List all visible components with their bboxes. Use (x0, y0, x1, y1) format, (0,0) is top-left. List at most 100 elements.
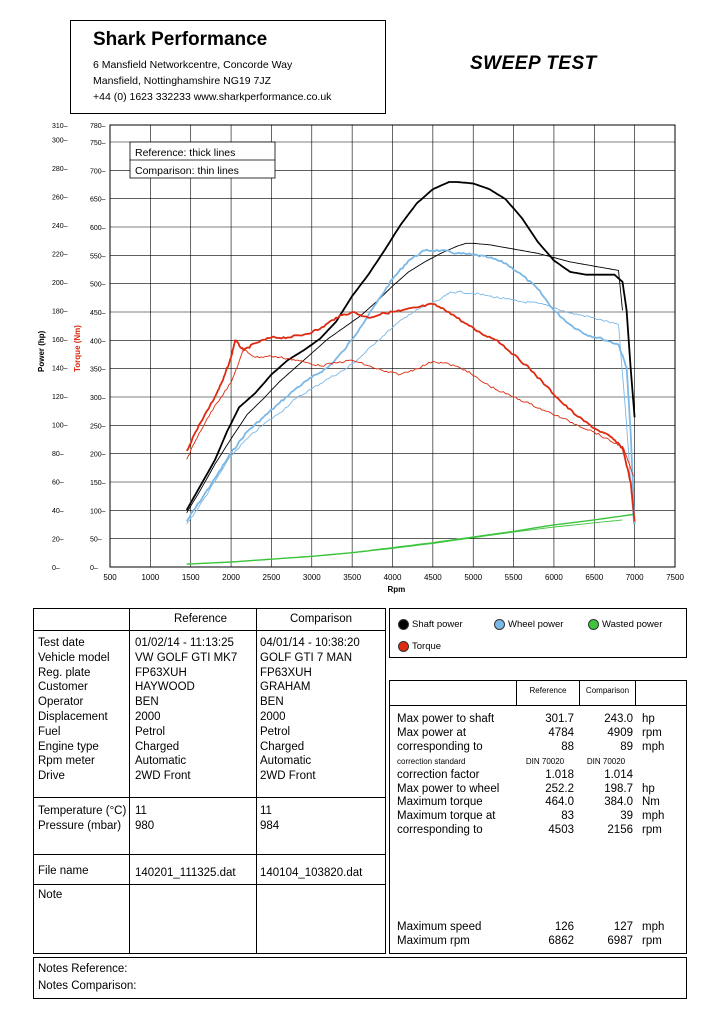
result-ref: 83 (561, 810, 574, 823)
result-ref: 1.018 (545, 768, 574, 781)
notes-reference-label: Notes Reference: (38, 963, 128, 975)
info-cmp: Automatic (260, 755, 312, 768)
result-unit: mph (642, 921, 665, 933)
power-tick-label: 240– (52, 223, 68, 230)
results-header-reference: Reference (529, 686, 567, 695)
result-unit: mph (642, 740, 665, 753)
x-tick-label: 1000 (141, 573, 159, 582)
info-ref: BEN (135, 696, 159, 709)
x-tick-label: 7500 (666, 573, 684, 582)
x-tick-label: 5500 (505, 573, 523, 582)
info-ref: FP63XUH (135, 666, 187, 679)
info-cmp: 2WD Front (260, 770, 316, 783)
info-label: Engine type (38, 740, 99, 753)
legend-item: Wheel power (494, 619, 563, 630)
result-label: Maximum torque at (397, 810, 496, 823)
x-tick-label: 500 (103, 573, 117, 582)
info-ref: Petrol (135, 725, 166, 738)
power-tick-label: 60– (52, 479, 64, 486)
x-tick-label: 3500 (343, 573, 361, 582)
result-ref: 464.0 (545, 796, 574, 809)
result-cmp: 198.7 (604, 782, 633, 795)
info-cmp: GRAHAM (260, 681, 311, 694)
result-cmp: 127 (613, 921, 633, 933)
result-unit: mph (642, 810, 665, 823)
info-cmp: 2000 (260, 711, 286, 723)
power-tick-label: 40– (52, 508, 64, 515)
chart-grid (109, 124, 676, 568)
result-label: corresponding to (397, 740, 483, 753)
result-ref: 4503 (548, 824, 574, 837)
legend-swatch (588, 619, 599, 630)
result-label: Max power at (397, 726, 467, 739)
power-tick-label: 20– (52, 536, 64, 543)
torque-tick-label: 0– (90, 565, 98, 572)
env-cmp: 984 (260, 820, 280, 832)
result-ref: 88 (561, 740, 574, 753)
result-cmp: 39 (620, 810, 633, 823)
contact-line: +44 (0) 1623 332233 www.sharkperformance… (93, 91, 332, 103)
result-cmp: 4909 (607, 726, 633, 739)
x-tick-label: 7000 (626, 573, 644, 582)
torque-tick-label: 300– (90, 395, 106, 402)
info-label: Customer (38, 681, 88, 694)
result-unit: rpm (642, 726, 662, 739)
info-ref: Automatic (135, 755, 187, 768)
result-cmp: DIN 70020 (586, 756, 626, 766)
x-tick-label: 4500 (424, 573, 442, 582)
result-ref: 6862 (548, 934, 574, 947)
info-label: Drive (38, 770, 65, 783)
chart-axes: 500 1000 1500 2000 2500 3000 3500 4000 4500 5000 5… (37, 123, 684, 594)
info-label: Reg. plate (38, 666, 91, 679)
series-shaft_ref (185, 181, 636, 511)
legend-swatch (494, 619, 505, 630)
info-label: Test date (38, 637, 85, 649)
curve-legend: Shaft power Wheel power Wasted power Torque (389, 608, 687, 658)
torque-tick-label: 200– (90, 452, 106, 459)
info-label: Vehicle model (38, 651, 110, 664)
result-cmp: 89 (620, 740, 633, 753)
env-label: Pressure (mbar) (38, 820, 122, 832)
result-unit: hp (642, 713, 655, 725)
info-ref: VW GOLF GTI MK7 (135, 651, 238, 664)
result-ref: 252.2 (545, 782, 574, 795)
env-cmp: 11 (260, 805, 272, 817)
x-tick-label: 2000 (222, 573, 240, 582)
x-tick-label: 6500 (585, 573, 603, 582)
info-cmp: 04/01/14 - 10:38:20 (260, 637, 360, 649)
torque-tick-label: 650– (90, 197, 106, 204)
result-label: Maximum torque (397, 796, 483, 809)
x-tick-label: 6000 (545, 573, 563, 582)
result-label: correction standard (397, 756, 466, 766)
env-ref: 980 (135, 820, 155, 832)
info-cmp: GOLF GTI 7 MAN (260, 651, 353, 664)
result-label: corresponding to (397, 824, 483, 837)
legend-box-entry: Reference: thick lines (135, 147, 235, 159)
power-tick-label: 120– (52, 394, 68, 401)
file-name-reference: 140201_111325.dat (135, 867, 236, 879)
torque-tick-label: 450– (90, 310, 106, 317)
result-label: Maximum speed (397, 921, 482, 933)
result-cmp: 6987 (607, 934, 633, 947)
result-cmp: 243.0 (604, 713, 633, 725)
x-tick-label: 4000 (384, 573, 402, 582)
x-axis-label: Rpm (388, 585, 406, 594)
info-cmp: FP63XUH (260, 666, 312, 679)
x-tick-label: 1500 (182, 573, 200, 582)
result-unit: rpm (642, 934, 662, 947)
torque-tick-label: 750– (90, 140, 106, 147)
result-unit: rpm (642, 824, 662, 837)
legend-label: Shaft power (412, 619, 463, 630)
power-tick-label: 260– (52, 194, 68, 201)
env-ref: 11 (135, 805, 147, 817)
result-label: Maximum rpm (397, 934, 470, 947)
power-tick-label: 200– (52, 280, 68, 287)
result-unit: Nm (642, 796, 660, 809)
notes-panel: Notes Reference: Notes Comparison: (33, 957, 687, 999)
torque-tick-label: 500– (90, 282, 106, 289)
series-wheel_ref (185, 248, 636, 525)
torque-tick-label: 150– (90, 480, 106, 487)
legend-item: Wasted power (588, 619, 662, 630)
result-cmp: 384.0 (604, 796, 633, 809)
x-tick-label: 5000 (464, 573, 482, 582)
